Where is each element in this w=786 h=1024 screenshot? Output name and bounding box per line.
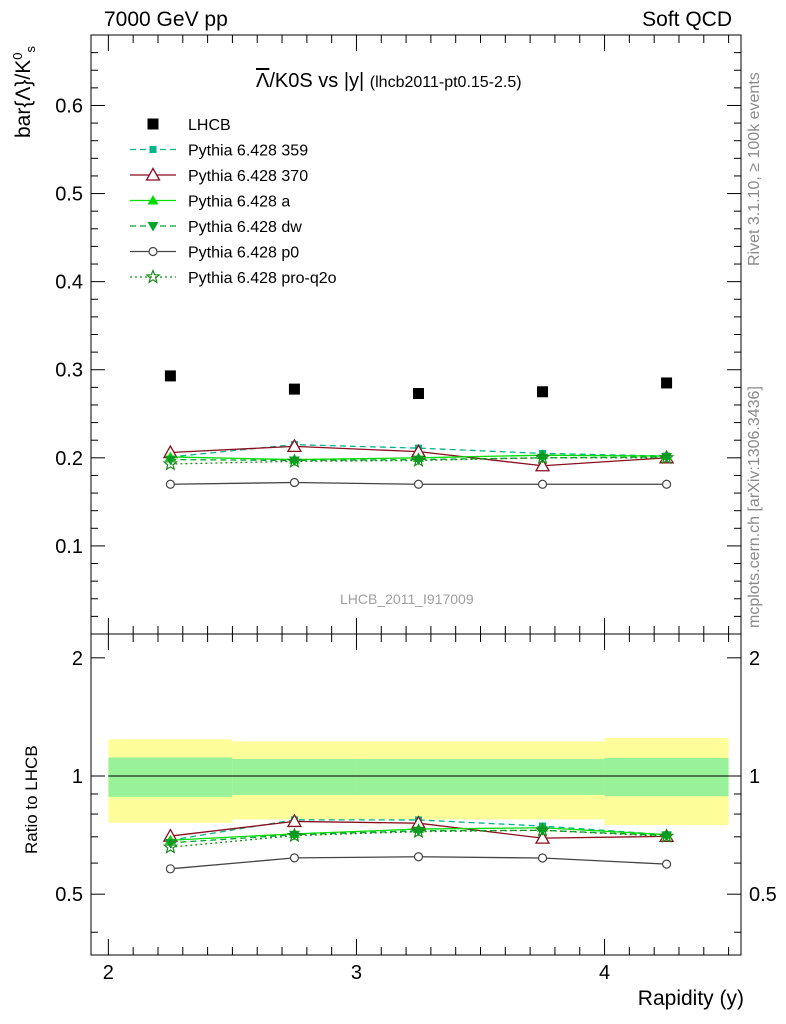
series-4-ratio-point: [413, 852, 424, 862]
series-5-point: [410, 452, 427, 468]
y-tick-label: 0.4: [55, 272, 83, 294]
legend-marker-0: [149, 146, 157, 153]
chart-title: Λ/K0S vs |y| (lhcb2011-pt0.15-2.5): [256, 70, 522, 93]
legend-marker-5: [145, 268, 161, 284]
ratio-tick-label-left: 2: [72, 648, 83, 670]
legend-label-4: Pythia 6.428 p0: [188, 245, 299, 262]
legend-label-2: Pythia 6.428 a: [188, 194, 290, 211]
legend-marker-2: [147, 195, 159, 205]
ratio-inner-band: [604, 757, 729, 797]
legend-marker-1: [145, 167, 161, 181]
series-5-ratio-point: [658, 828, 675, 843]
ratio-uncertainty-band: [108, 737, 729, 826]
ratio-panel-frame: [90, 633, 742, 956]
y-axis-title-main: bar{Λ}/K: [12, 59, 35, 138]
ratio-panel-ticks: 2 3 4 0.5 0.5 1 1 2 2: [55, 648, 777, 984]
main-panel-series: [162, 370, 675, 489]
lhcb-data-point: [537, 386, 549, 398]
legend-marker-data: [147, 118, 159, 130]
header-left: 7000 GeV pp: [104, 8, 228, 31]
chart-subtitle: (lhcb2011-pt0.15-2.5): [369, 74, 522, 91]
rivet-label: Rivet 3.1.10, ≥ 100k events: [746, 72, 763, 266]
ratio-tick-label-right: 0.5: [749, 884, 777, 906]
ratio-axis-title: Ratio to LHCB: [22, 745, 41, 854]
series-5-ratio-point: [286, 827, 303, 843]
y-axis-title: bar{Λ}/K0s: [10, 46, 38, 138]
main-panel-ticks: 0.1 0.2 0.3 0.4 0.5 0.6: [55, 35, 741, 650]
series-4-ratio-point: [165, 864, 175, 874]
ratio-inner-band: [232, 758, 357, 795]
title-overline: Λ: [256, 70, 270, 92]
series-4-ratio-point: [661, 859, 672, 869]
series-4-point: [289, 477, 300, 488]
legend-label-3: Pythia 6.428 dw: [188, 219, 302, 236]
lhcb-data-point: [288, 383, 300, 395]
ratio-panel-series: [162, 813, 675, 874]
lhcb-data-point: [164, 370, 176, 382]
series-4-point: [661, 479, 672, 489]
series-5-point: [534, 449, 551, 465]
series-1-point: [534, 457, 551, 472]
series-5-point: [658, 449, 675, 465]
series-5-ratio-point: [534, 822, 551, 837]
ratio-inner-band: [108, 757, 233, 797]
header-right: Soft QCD: [642, 8, 732, 31]
series-4-point: [165, 479, 175, 489]
lhcb-data-point: [412, 388, 424, 400]
series-5-ratio-point: [162, 839, 179, 854]
series-3-line: [170, 456, 667, 462]
ratio-tick-label-left: 0.5: [55, 884, 83, 906]
legend-label-5: Pythia 6.428 pro-q2o: [188, 270, 337, 287]
y-tick-label: 0.5: [55, 184, 83, 206]
y-tick-label: 0.6: [55, 95, 83, 117]
x-tick-label: 4: [599, 962, 610, 984]
ratio-tick-label-right: 2: [749, 648, 760, 670]
mcplots-label: mcplots.cern.ch [arXiv:1306.3436]: [746, 386, 763, 628]
ratio-tick-label-left: 1: [72, 766, 83, 788]
series-3-ratio-line: [170, 829, 667, 844]
y-tick-label: 0.2: [55, 448, 83, 470]
legend: LHCB Pythia 6.428 359 Pythia 6.428 370 Pyth…: [130, 117, 337, 287]
x-tick-label: 3: [351, 962, 362, 984]
x-tick-label: 2: [103, 962, 114, 984]
series-4-ratio-point: [289, 853, 300, 863]
series-1-ratio-point: [286, 813, 303, 828]
series-5-point: [286, 453, 303, 468]
series-5-point: [162, 455, 179, 471]
series-5-ratio-point: [410, 823, 427, 839]
ratio-inner-band: [480, 758, 605, 795]
series-3-ratio-point: [164, 838, 176, 849]
legend-label-data: LHCB: [188, 117, 231, 134]
ratio-tick-label-right: 1: [749, 766, 760, 788]
series-4-point: [413, 479, 424, 489]
series-4-point: [537, 479, 548, 489]
y-axis-title-sub: s: [23, 46, 39, 53]
series-1-ratio-point: [534, 830, 551, 844]
panel-frames: [90, 34, 742, 956]
series-1-point: [286, 438, 303, 453]
legend-marker-3: [147, 222, 159, 232]
lhcb-data-point: [661, 377, 673, 389]
y-tick-label: 0.3: [55, 360, 83, 382]
legend-marker-4: [148, 246, 158, 257]
y-tick-label: 0.1: [55, 536, 83, 558]
analysis-watermark: LHCB_2011_I917009: [340, 591, 474, 607]
series-3-point: [164, 455, 176, 466]
x-axis-title: Rapidity (y): [637, 987, 744, 1010]
series-4-ratio-point: [537, 853, 548, 863]
ratio-inner-band: [356, 758, 481, 795]
title-rest: /K0S vs |y|: [269, 70, 365, 92]
legend-label-1: Pythia 6.428 370: [188, 168, 308, 185]
y-axis-title-sup: 0: [10, 52, 25, 60]
legend-label-0: Pythia 6.428 359: [188, 143, 308, 160]
